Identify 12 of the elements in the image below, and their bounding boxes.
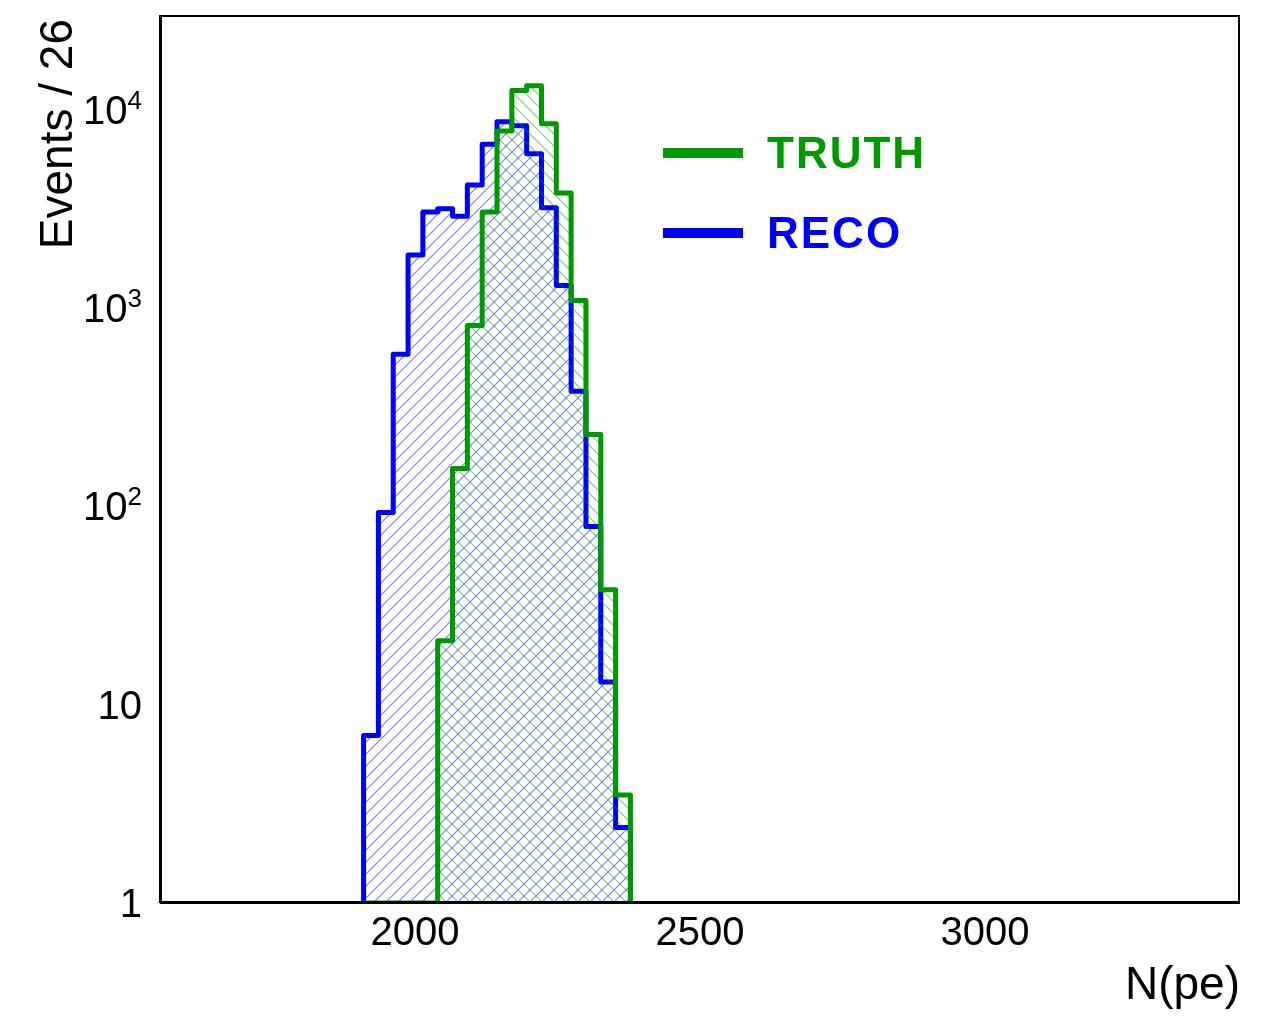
y-tick-label: 10$^{2}$ [83, 481, 142, 529]
y-tick-label: 10$^{4}$ [83, 84, 142, 132]
y-tick-label: 1 [119, 881, 142, 925]
x-axis-title: N(pe) [1124, 957, 1240, 1009]
text: RECO [767, 208, 903, 257]
y-tick-label: 10 [97, 682, 142, 727]
text: TRUTH [767, 128, 927, 177]
y-tick-label: 10$^{3}$ [83, 282, 142, 330]
y-axis-title: Events / 26 [30, 19, 83, 250]
x-tick-label: 3000 [940, 909, 1030, 953]
x-tick-label: 2000 [370, 909, 460, 953]
x-tick-label: 2500 [655, 909, 745, 953]
